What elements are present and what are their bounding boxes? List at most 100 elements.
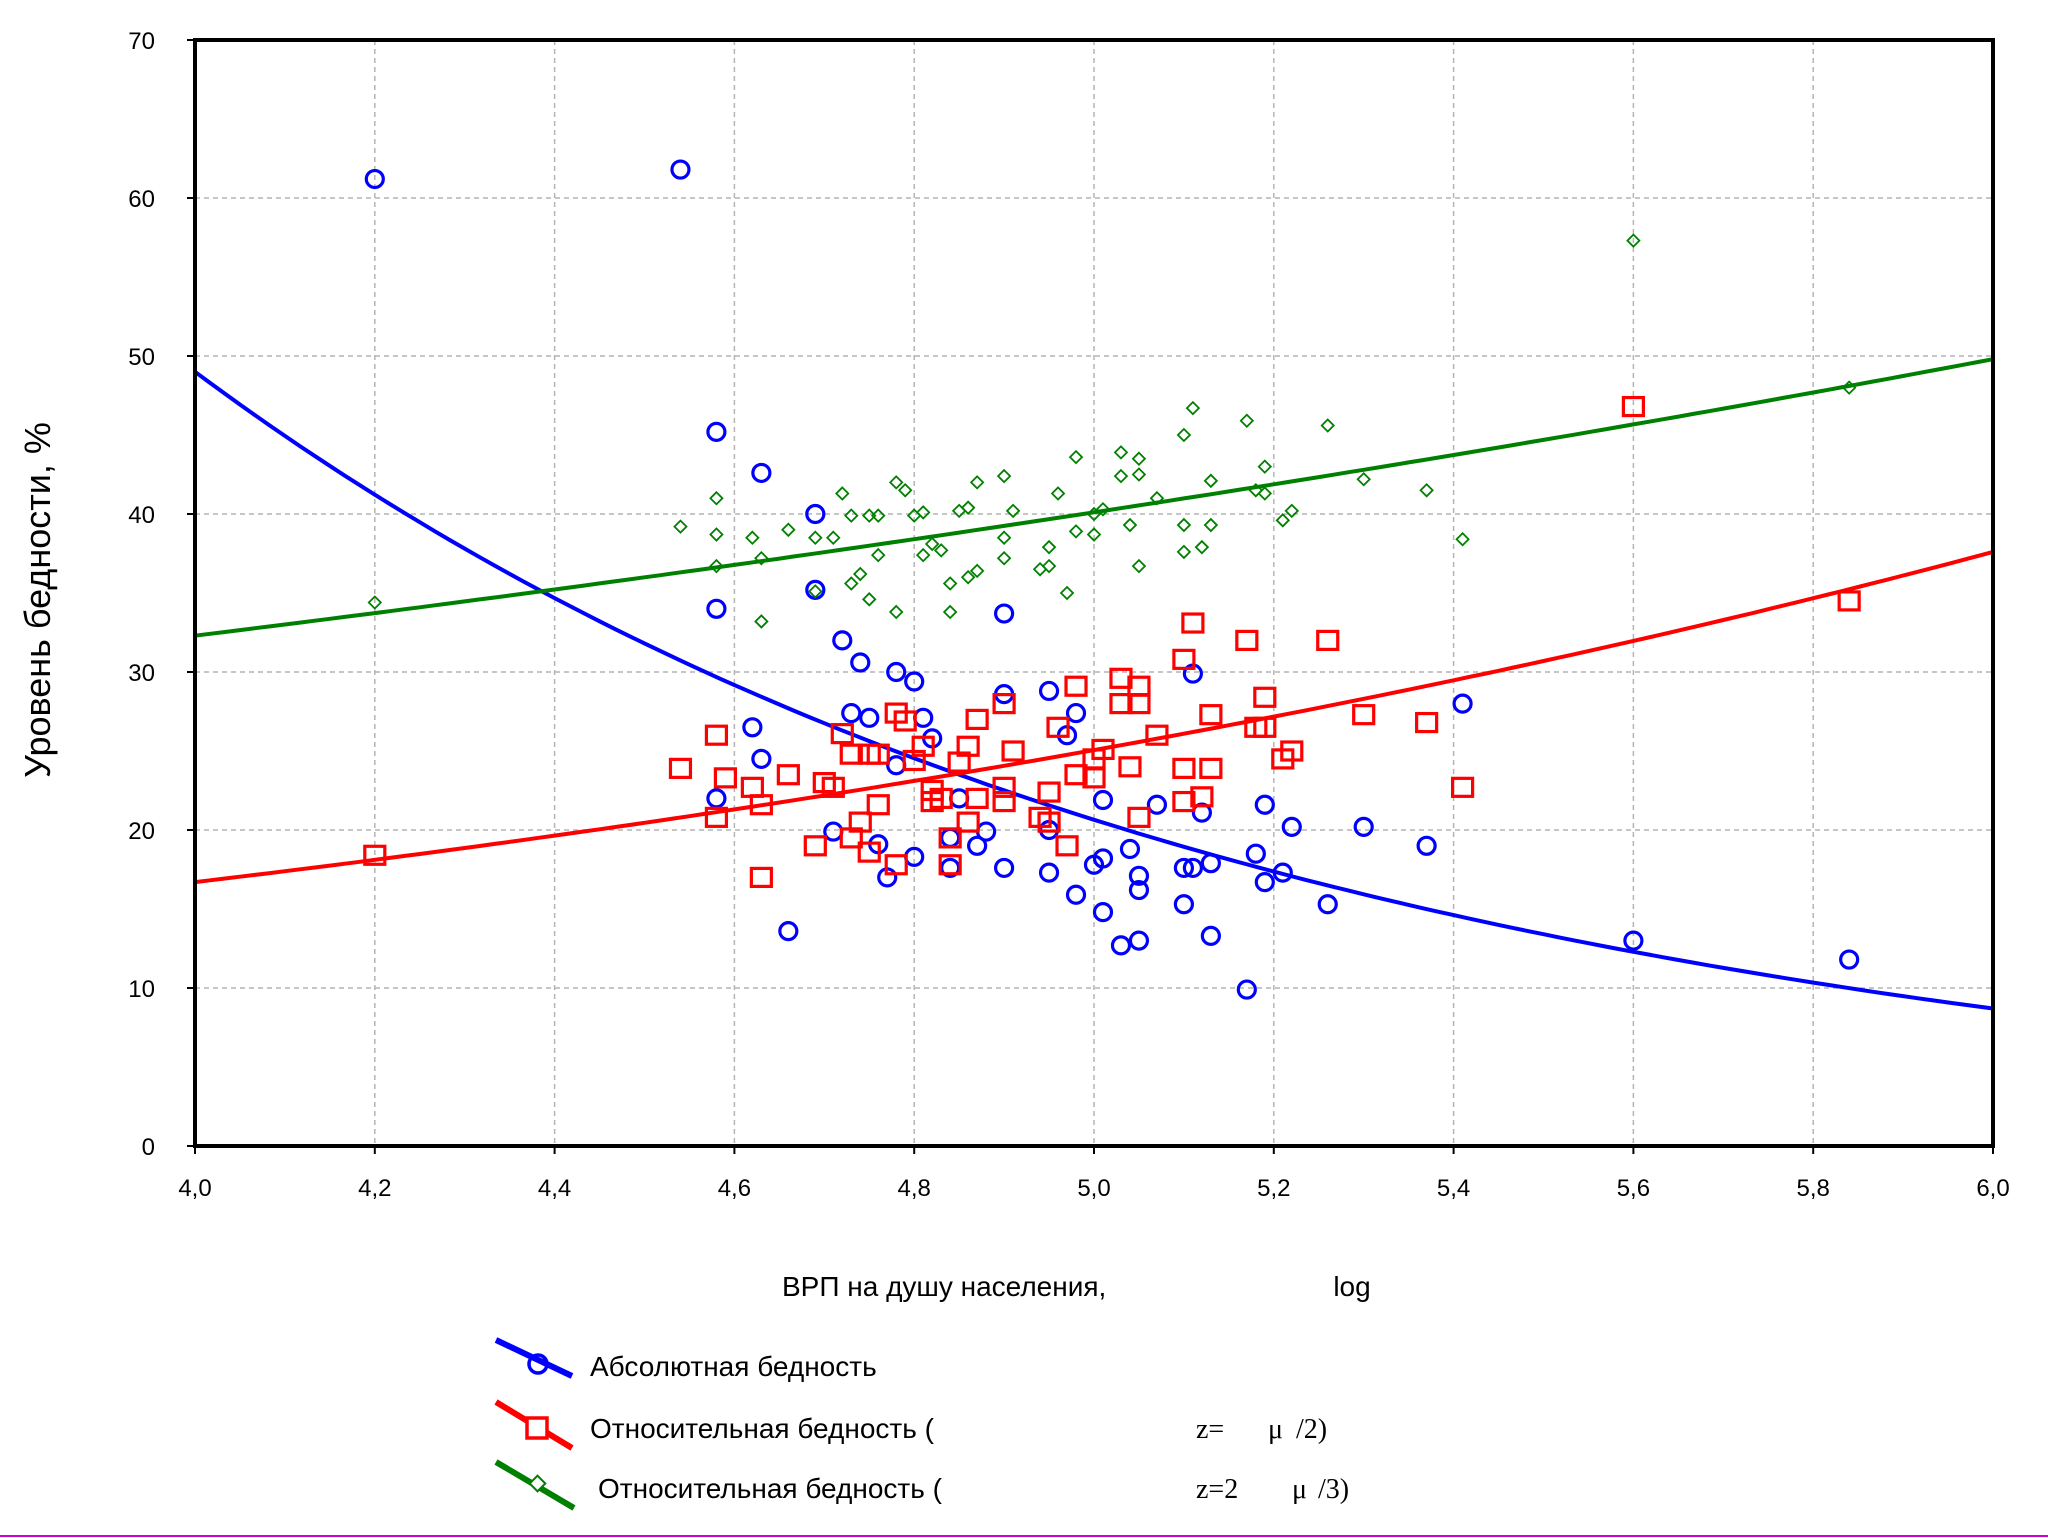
x-tick-label: 4,4 <box>538 1175 571 1202</box>
x-axis-label: ВРП на душу населения, <box>782 1271 1106 1302</box>
data-point-circle <box>706 598 727 619</box>
data-point-diamond <box>808 530 823 545</box>
data-point-diamond <box>1086 527 1102 542</box>
data-point-circle <box>832 630 853 651</box>
data-point-diamond <box>1257 486 1273 501</box>
legend-formula-z: z=2 <box>1196 1474 1238 1505</box>
data-point-square <box>866 794 890 816</box>
data-point-diamond <box>1113 445 1129 460</box>
legend-circle-marker <box>527 1353 549 1375</box>
data-point-diamond <box>754 550 769 566</box>
data-point-square <box>1253 686 1277 708</box>
data-point-square <box>1190 786 1214 808</box>
data-point-diamond <box>673 519 688 534</box>
data-point-diamond <box>915 547 931 563</box>
data-point-circle <box>1317 894 1338 915</box>
data-point-square <box>911 735 935 757</box>
data-point-square <box>1091 738 1115 761</box>
legend-label-relative-poverty-half: Относительная бедность ( <box>590 1413 935 1444</box>
data-point-square <box>713 767 738 789</box>
data-point-diamond <box>1284 503 1300 519</box>
data-point-diamond <box>1041 558 1057 574</box>
data-point-circle <box>1128 879 1150 901</box>
data-point-diamond <box>1203 517 1219 533</box>
data-point-circle <box>1272 862 1293 883</box>
y-axis-label: Уровень бедности, % <box>17 422 58 778</box>
data-point-diamond <box>1356 471 1371 487</box>
data-point-square <box>1352 704 1376 726</box>
legend-formula-divisor: /2) <box>1296 1414 1327 1445</box>
data-point-square <box>884 854 908 876</box>
data-point-circle <box>1146 794 1168 815</box>
y-tick-label: 0 <box>142 1134 155 1161</box>
data-point-diamond <box>808 584 823 599</box>
legend-formula-mu: μ <box>1268 1414 1283 1445</box>
data-point-circle <box>778 921 799 942</box>
data-point-circle <box>1173 857 1195 879</box>
data-point-circle <box>1092 789 1114 811</box>
y-tick-label: 20 <box>128 818 155 845</box>
data-point-diamond <box>852 566 868 582</box>
data-point-square <box>848 811 872 833</box>
data-point-circle <box>1200 925 1221 946</box>
data-point-circle <box>751 462 772 484</box>
data-point-square <box>1037 811 1061 833</box>
data-point-diamond <box>1248 483 1264 498</box>
data-point-diamond <box>942 604 958 620</box>
data-point-square <box>1172 648 1196 670</box>
data-point-diamond <box>996 550 1012 566</box>
data-point-diamond <box>888 604 904 620</box>
data-point-square <box>866 743 890 765</box>
data-point-diamond <box>861 592 877 607</box>
data-point-circle <box>1245 843 1266 864</box>
y-tick-label: 40 <box>128 502 155 529</box>
data-point-diamond <box>960 569 976 585</box>
grid-lines <box>195 40 1993 1146</box>
data-point-square <box>965 708 989 731</box>
data-point-square <box>749 866 773 889</box>
data-point-diamond <box>1068 524 1084 539</box>
data-point-diamond <box>897 483 913 498</box>
data-point-square <box>1172 757 1196 779</box>
data-point-diamond <box>1131 467 1147 482</box>
data-point-diamond <box>942 576 958 591</box>
trend-line-series-2 <box>194 357 1994 638</box>
data-point-square <box>938 827 962 849</box>
data-point-diamond <box>1194 539 1210 555</box>
data-point-square <box>992 692 1016 715</box>
data-point-circle <box>1839 949 1860 970</box>
data-point-circle <box>904 671 925 692</box>
data-point-circle <box>967 835 988 856</box>
data-point-square <box>1253 716 1277 738</box>
x-tick-label: 5,6 <box>1617 1175 1650 1202</box>
x-tick-label: 4,2 <box>358 1175 391 1202</box>
data-point-diamond <box>933 543 949 558</box>
data-point-circle <box>886 661 907 683</box>
legend-line-blue <box>494 1337 574 1379</box>
data-point-circle <box>1191 802 1212 823</box>
axis-ticks: 4,0 4,2 4,4 4,6 4,8 5,0 5,2 5,4 5,6 5,8 6,0 0 10 20 30… <box>128 28 2009 1202</box>
data-point-circle <box>993 603 1015 624</box>
data-point-square <box>1316 629 1340 652</box>
axis-titles: Уровень бедности, % ВРП на душу населени… <box>17 422 1371 1302</box>
data-point-circle <box>1623 930 1644 951</box>
x-tick-label: 4,8 <box>898 1175 931 1202</box>
data-point-square <box>1145 724 1169 746</box>
trend-line-series-0 <box>193 370 1994 1011</box>
data-point-square <box>1055 835 1079 857</box>
legend-label-relative-poverty-two-thirds: Относительная бедность ( <box>598 1473 943 1504</box>
data-point-diamond <box>754 614 769 629</box>
data-series <box>193 159 1994 1011</box>
data-point-diamond <box>781 522 796 538</box>
data-point-square <box>938 854 962 876</box>
data-point-square <box>1280 740 1304 762</box>
y-tick-label: 60 <box>128 186 155 213</box>
data-point-diamond <box>843 576 859 591</box>
legend-formula-divisor: /3) <box>1318 1474 1349 1505</box>
legend-item-absolute-poverty: Абсолютная бедность <box>494 1337 877 1382</box>
data-point-diamond <box>1203 473 1219 489</box>
data-point-circle <box>1236 979 1257 1000</box>
data-point-circle <box>1416 835 1437 856</box>
data-point-square <box>1181 612 1205 634</box>
